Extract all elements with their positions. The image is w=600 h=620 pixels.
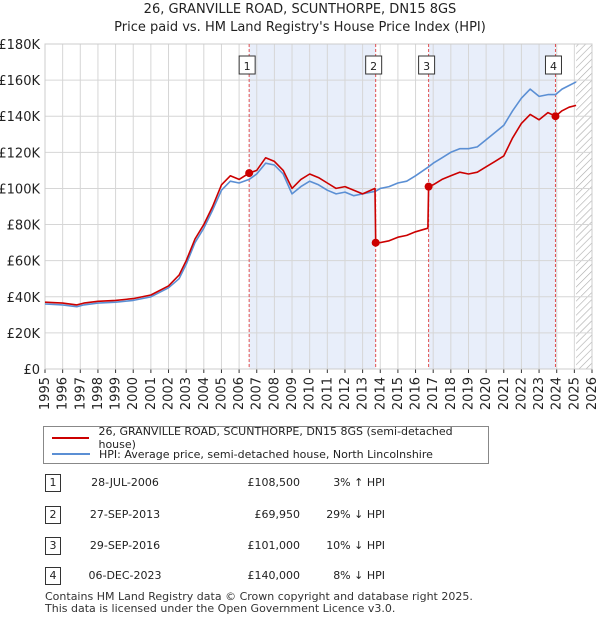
property-price-line — [44, 104, 577, 306]
x-tick-label: 2000 — [126, 377, 141, 410]
footer-copyright: Contains HM Land Registry data © Crown c… — [45, 590, 473, 603]
x-tick-label: 2021 — [497, 377, 512, 410]
x-tick-label: 2024 — [550, 377, 565, 410]
legend-item-property: 26, GRANVILLE ROAD, SCUNTHORPE, DN15 8GS… — [52, 425, 488, 451]
ownership-shade — [249, 44, 376, 369]
transaction-hpi-diff: 8% ↓ HPI — [333, 569, 385, 582]
sale-marker-box — [238, 55, 256, 75]
legend-swatch-property — [52, 437, 90, 439]
x-tick-label: 2001 — [144, 377, 159, 410]
ownership-shade — [428, 44, 556, 369]
x-tick-label: 2018 — [444, 377, 459, 410]
x-tick-label: 2009 — [285, 377, 300, 410]
sale-marker-label: 1 — [244, 60, 251, 73]
x-tick-label: 2020 — [479, 377, 494, 410]
transaction-date: 06-DEC-2023 — [88, 569, 162, 582]
x-tick-label: 2015 — [391, 377, 406, 410]
x-tick-label: 2006 — [232, 377, 247, 410]
chart-subtitle: Price paid vs. HM Land Registry's House … — [114, 20, 486, 35]
x-tick-label: 2023 — [532, 377, 547, 410]
x-tick-label: 2012 — [338, 377, 353, 410]
x-tick-label: 1997 — [73, 377, 88, 410]
x-tick-label: 1995 — [38, 377, 53, 410]
transaction-price: £101,000 — [247, 539, 301, 552]
hpi-line — [44, 81, 577, 308]
x-tick-label: 1999 — [109, 377, 124, 410]
y-tick-label: £160K — [0, 74, 40, 89]
sale-marker-label: 3 — [423, 60, 430, 73]
sale-marker-box — [544, 55, 562, 75]
x-tick-label: 2013 — [356, 377, 371, 410]
chart-title: 26, GRANVILLE ROAD, SCUNTHORPE, DN15 8GS — [143, 2, 457, 17]
x-tick-label: 2011 — [320, 377, 335, 410]
x-tick-label: 2004 — [197, 377, 212, 410]
sale-point — [245, 169, 254, 178]
y-tick-label: £140K — [0, 110, 40, 125]
sale-point — [551, 112, 560, 121]
transaction-number: 3 — [45, 537, 61, 555]
x-tick-label: 2017 — [426, 377, 441, 410]
transaction-hpi-diff: 3% ↑ HPI — [333, 476, 385, 489]
legend-label-property: 26, GRANVILLE ROAD, SCUNTHORPE, DN15 8GS… — [98, 425, 453, 451]
transaction-number: 2 — [45, 506, 61, 524]
x-tick-label: 2007 — [250, 377, 265, 410]
sale-point — [424, 182, 433, 191]
x-tick-label: 2005 — [214, 377, 229, 410]
sale-marker-box — [418, 55, 436, 75]
sale-marker-label: 4 — [550, 60, 557, 73]
transaction-price: £108,500 — [247, 476, 301, 489]
transaction-date: 27-SEP-2013 — [89, 508, 161, 521]
transaction-date: 28-JUL-2006 — [91, 476, 159, 489]
sale-marker-box — [365, 55, 383, 75]
x-tick-label: 2010 — [303, 377, 318, 410]
transaction-number: 1 — [45, 474, 61, 492]
transaction-price: £140,000 — [247, 569, 301, 582]
y-tick-label: £40K — [7, 291, 41, 306]
plot-frame — [44, 43, 593, 370]
transaction-price: £69,950 — [254, 508, 301, 521]
sale-marker-label: 2 — [370, 60, 377, 73]
x-tick-label: 1996 — [56, 377, 71, 410]
x-tick-label: 2016 — [409, 377, 424, 410]
x-tick-label: 2022 — [514, 377, 529, 410]
price-chart: £0 £20K £40K £60K £80K £100K £120K £140K £160K £1… — [0, 38, 600, 410]
transaction-date: 29-SEP-2016 — [89, 539, 161, 552]
y-tick-label: £20K — [7, 327, 41, 342]
x-tick-label: 2003 — [179, 377, 194, 410]
x-tick-label: 2026 — [585, 377, 600, 410]
legend: 26, GRANVILLE ROAD, SCUNTHORPE, DN15 8GS… — [43, 425, 489, 464]
x-tick-label: 2025 — [567, 377, 582, 410]
forecast-hatch — [576, 44, 592, 369]
sale-point — [371, 238, 380, 247]
y-tick-label: £100K — [0, 182, 40, 197]
x-tick-label: 2008 — [267, 377, 282, 410]
legend-swatch-hpi — [52, 453, 90, 455]
y-tick-label: £180K — [0, 38, 40, 53]
y-tick-label: £0 — [23, 363, 40, 378]
y-tick-label: £80K — [7, 219, 41, 234]
footer-licence: This data is licensed under the Open Gov… — [45, 602, 396, 615]
y-tick-label: £120K — [0, 146, 40, 161]
x-tick-label: 2002 — [162, 377, 177, 410]
transaction-hpi-diff: 29% ↓ HPI — [326, 508, 385, 521]
transaction-number: 4 — [45, 567, 61, 585]
x-tick-label: 2014 — [373, 377, 388, 410]
legend-label-hpi: HPI: Average price, semi-detached house,… — [99, 447, 433, 461]
y-tick-label: £60K — [7, 255, 41, 270]
x-tick-label: 1998 — [91, 377, 106, 410]
legend-item-hpi: HPI: Average price, semi-detached house,… — [52, 446, 433, 462]
transaction-hpi-diff: 10% ↓ HPI — [326, 539, 385, 552]
x-tick-label: 2019 — [461, 377, 476, 410]
